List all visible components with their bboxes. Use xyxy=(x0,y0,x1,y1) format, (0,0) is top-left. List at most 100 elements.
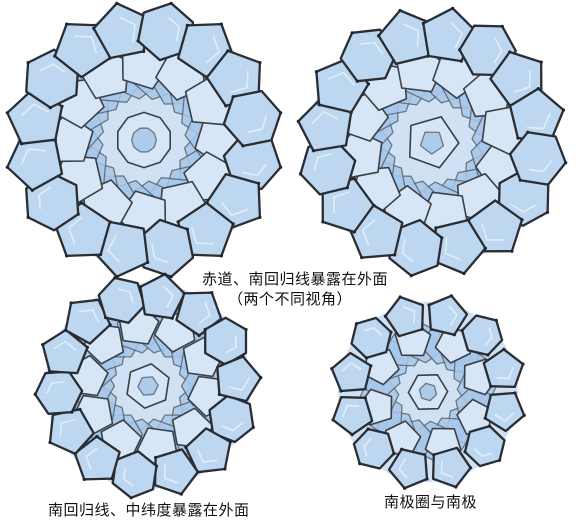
center-core-cell xyxy=(419,131,445,155)
vertex-node xyxy=(30,188,34,192)
gloss-highlight xyxy=(122,467,134,487)
vertex-node xyxy=(82,477,86,481)
vertex-node xyxy=(228,440,232,444)
gloss-highlight xyxy=(196,449,217,463)
outer-cell xyxy=(431,446,472,489)
vertex-node xyxy=(184,445,188,449)
vertex-node xyxy=(522,413,526,417)
vertex-node xyxy=(142,49,146,54)
vertex-node xyxy=(197,333,201,338)
gloss-highlight xyxy=(107,234,121,264)
gloss-highlight xyxy=(225,335,237,354)
vertex-node xyxy=(486,353,490,357)
polyhedron-view-2 xyxy=(296,6,568,278)
outer-cell xyxy=(136,218,195,278)
vertex-node xyxy=(389,330,393,334)
vertex-node xyxy=(129,496,133,500)
vertex-node xyxy=(169,275,173,279)
gloss-highlight xyxy=(333,191,351,214)
vertex-node xyxy=(383,314,387,318)
outer-cell xyxy=(111,450,158,499)
outer-cell xyxy=(48,408,95,455)
outer-cell xyxy=(463,424,506,468)
vertex-node xyxy=(561,108,566,112)
vertex-node xyxy=(498,458,502,462)
vertex-node xyxy=(53,54,57,58)
outer-cell xyxy=(204,316,248,366)
outer-cell xyxy=(388,218,443,277)
vertex-node xyxy=(434,226,438,230)
outer-cell xyxy=(482,348,525,389)
gloss-highlight xyxy=(494,412,515,422)
vertex-node xyxy=(203,327,207,332)
vertex-node xyxy=(469,466,473,470)
vertex-node xyxy=(219,254,223,258)
vertex-node xyxy=(48,440,52,445)
vertex-node xyxy=(104,316,108,320)
outer-cell xyxy=(330,351,372,393)
gloss-highlight xyxy=(401,238,414,263)
vertex-node xyxy=(169,1,173,5)
gloss-highlight xyxy=(205,35,221,64)
gloss-highlight xyxy=(59,419,76,437)
gloss-highlight xyxy=(39,63,66,73)
vertex-node xyxy=(454,485,458,489)
vertex-node xyxy=(258,215,262,219)
vertex-node xyxy=(520,218,524,222)
outer-cell xyxy=(97,276,146,324)
vertex-node xyxy=(231,222,235,226)
vertex-node xyxy=(224,104,228,108)
vertex-node xyxy=(536,87,540,91)
outer-cell xyxy=(460,314,504,357)
gloss-highlight xyxy=(46,381,64,394)
gloss-highlight xyxy=(311,110,339,124)
vertex-node xyxy=(33,392,37,396)
vertex-node xyxy=(317,103,321,107)
vertex-node xyxy=(321,220,325,224)
vertex-node xyxy=(241,354,245,359)
vertex-node xyxy=(452,333,456,337)
vertex-node xyxy=(398,295,402,299)
vertex-node xyxy=(354,322,358,326)
outer-cell xyxy=(387,448,429,490)
vertex-node xyxy=(95,434,99,439)
gloss-highlight xyxy=(527,112,551,130)
vertex-node xyxy=(146,260,150,264)
vertex-node xyxy=(311,149,315,153)
vertex-node xyxy=(176,220,180,224)
vertex-node xyxy=(231,95,235,99)
vertex-node xyxy=(136,39,140,43)
gloss-highlight xyxy=(402,306,416,324)
vertex-node xyxy=(502,347,506,351)
outer-cell xyxy=(350,316,393,360)
gloss-highlight xyxy=(450,21,464,49)
gloss-highlight xyxy=(444,237,462,261)
vertex-node xyxy=(421,21,425,25)
gloss-highlight xyxy=(493,38,503,64)
outer-cell xyxy=(216,355,262,403)
gloss-highlight xyxy=(220,201,249,217)
gloss-highlight xyxy=(190,226,214,245)
vertex-node xyxy=(360,256,364,260)
vertex-node xyxy=(398,8,402,13)
gloss-highlight xyxy=(167,16,181,42)
vertex-node xyxy=(377,34,381,38)
gloss-highlight xyxy=(119,16,136,42)
vertex-node xyxy=(521,362,525,366)
outer-cell xyxy=(73,435,121,481)
vertex-node xyxy=(154,455,158,460)
vertex-node xyxy=(462,271,466,276)
vertex-node xyxy=(259,376,263,380)
vertex-node xyxy=(352,176,356,181)
vertex-node xyxy=(26,215,30,219)
vertex-node xyxy=(516,136,520,140)
outer-cell xyxy=(299,139,357,196)
vertex-node xyxy=(26,61,30,65)
gloss-highlight xyxy=(342,404,360,418)
outer-cell xyxy=(136,2,195,62)
vertex-node xyxy=(409,274,413,278)
vertex-node xyxy=(69,301,73,305)
vertex-node xyxy=(546,210,550,214)
vertex-node xyxy=(494,318,498,322)
vertex-node xyxy=(41,343,45,347)
